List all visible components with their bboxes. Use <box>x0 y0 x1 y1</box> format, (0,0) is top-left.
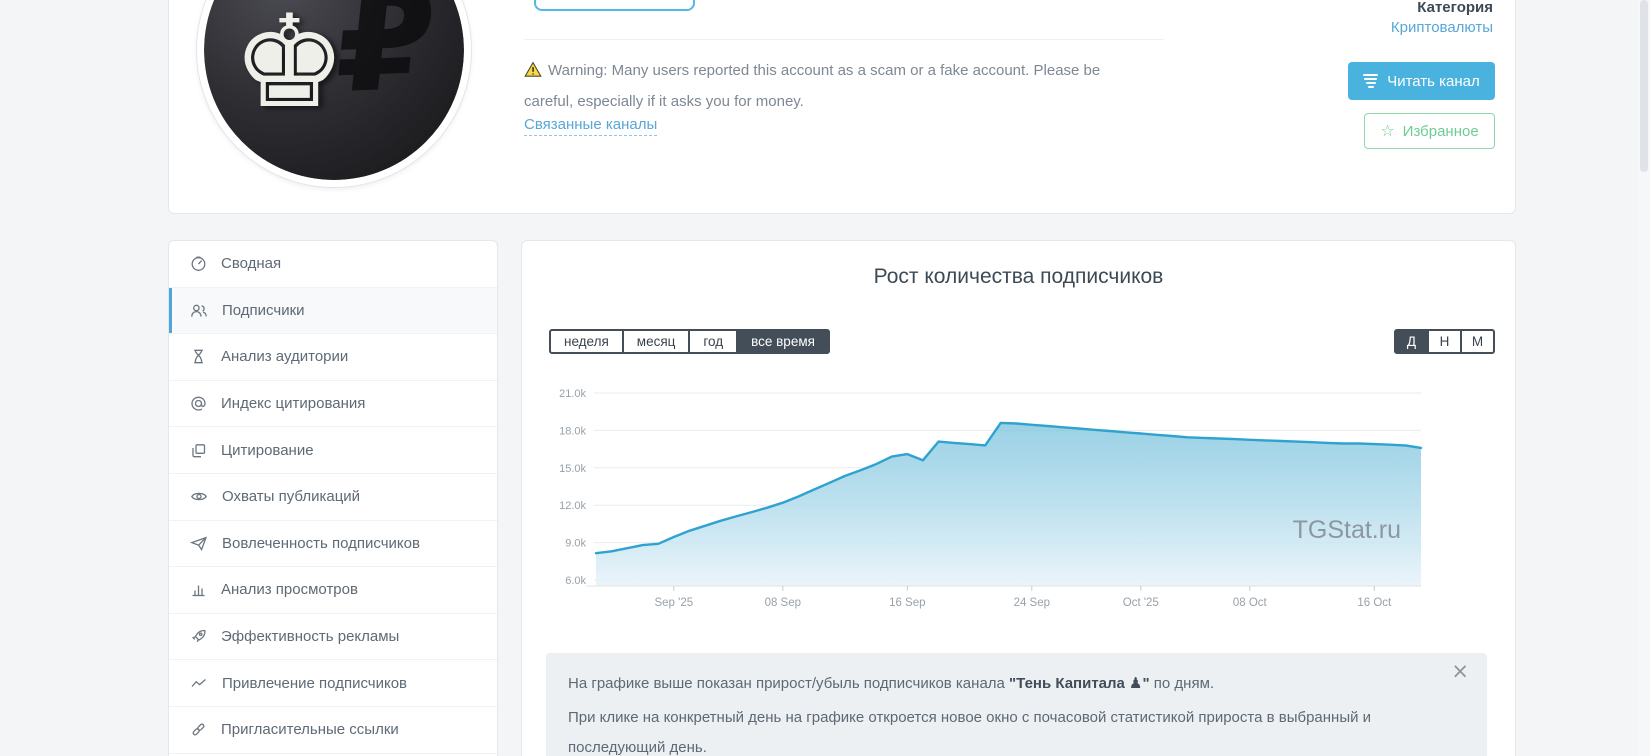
svg-text:08 Sep: 08 Sep <box>765 597 801 609</box>
range-month-button[interactable]: месяц <box>621 329 691 354</box>
scrollbar-track[interactable] <box>1638 0 1650 756</box>
svg-text:9.0k: 9.0k <box>565 538 586 550</box>
granularity-week-button[interactable]: Н <box>1427 329 1462 354</box>
sidebar-item-summary[interactable]: Сводная <box>169 241 497 288</box>
header-divider <box>524 39 1164 40</box>
svg-text:18.0k: 18.0k <box>559 425 586 437</box>
sidebar-item-citation-index[interactable]: Индекс цитирования <box>169 381 497 428</box>
read-channel-label: Читать канал <box>1387 72 1480 90</box>
subscribers-chart-card: Рост количества подписчиков неделя месяц… <box>521 240 1516 756</box>
sidebar-item-subscribers[interactable]: Подписчики <box>169 287 497 335</box>
star-icon: ☆ <box>1380 121 1395 140</box>
chart-title: Рост количества подписчиков <box>873 265 1164 288</box>
sidebar-item-views-analysis[interactable]: Анализ просмотров <box>169 567 497 614</box>
scam-warning-text: Warning: Many users reported this accoun… <box>524 62 1101 110</box>
link-icon <box>192 723 205 736</box>
bar-chart-icon <box>192 585 205 597</box>
sidebar-item-subscriber-acquisition[interactable]: Привлечение подписчиков <box>169 660 497 707</box>
svg-text:12.0k: 12.0k <box>559 500 586 512</box>
subscribers-growth-chart[interactable]: 21.0k 18.0k 15.0k 12.0k 9.0k 6.0k Sep '25 08 Se… <box>522 241 1517 653</box>
svg-text:Sep '25: Sep '25 <box>654 597 693 609</box>
sidebar-item-ad-effectiveness[interactable]: Эффективность рекламы <box>169 614 497 661</box>
ruble-shadow-figure: ₽ <box>328 0 443 126</box>
channel-avatar[interactable]: ♚ ₽ <box>197 0 471 187</box>
warning-triangle-icon <box>524 60 542 88</box>
read-channel-button[interactable]: Читать канал <box>1348 62 1495 100</box>
range-week-button[interactable]: неделя <box>549 329 624 354</box>
svg-text:24 Sep: 24 Sep <box>1014 597 1050 609</box>
sidebar-item-invite-links[interactable]: Пригласительные ссылки <box>169 707 497 754</box>
info-line-2: При клике на конкретный день на графике … <box>568 709 1372 756</box>
sidebar-item-audience-analysis[interactable]: Анализ аудитории <box>169 334 497 381</box>
close-icon[interactable]: × <box>1451 659 1469 683</box>
gauge-icon <box>191 256 206 272</box>
svg-text:6.0k: 6.0k <box>565 575 586 587</box>
rocket-icon <box>191 629 206 643</box>
time-range-buttons: неделя месяц год все время <box>549 329 830 354</box>
trend-line-icon <box>191 678 206 687</box>
svg-text:16 Sep: 16 Sep <box>889 597 925 609</box>
hourglass-icon <box>194 350 203 364</box>
favorite-button[interactable]: ☆ Избранное <box>1364 113 1495 149</box>
info-line-1: На графике выше показан прирост/убыль по… <box>568 675 1215 692</box>
related-channels-link[interactable]: Связанные каналы <box>524 116 658 136</box>
favorite-label: Избранное <box>1402 122 1479 140</box>
range-alltime-button[interactable]: все время <box>736 329 830 354</box>
chart-info-box: × На графике выше показан прирост/убыль … <box>546 653 1487 756</box>
scrollbar-thumb[interactable] <box>1640 0 1648 172</box>
granularity-buttons: Д Н М <box>1394 329 1495 354</box>
tgstat-watermark: TGStat.ru <box>1293 516 1401 544</box>
svg-text:16 Oct: 16 Oct <box>1357 597 1392 609</box>
sidebar-item-post-reach[interactable]: Охваты публикаций <box>169 474 497 521</box>
category-label: Категория <box>1417 0 1493 16</box>
scam-warning: Warning: Many users reported this accoun… <box>524 57 1124 116</box>
eye-icon <box>191 493 207 501</box>
svg-text:21.0k: 21.0k <box>559 388 586 400</box>
subscribers-count-button-cutoff[interactable] <box>534 0 695 11</box>
avatar-image: ♚ ₽ <box>204 0 464 180</box>
sidebar-item-citations[interactable]: Цитирование <box>169 427 497 474</box>
svg-text:Oct '25: Oct '25 <box>1123 597 1159 609</box>
stats-sidebar: Сводная Подписчики Анализ аудитории Инде… <box>168 240 498 756</box>
svg-text:15.0k: 15.0k <box>559 463 586 475</box>
chess-king-figure: ♚ <box>232 0 347 137</box>
copy-quote-icon <box>192 443 206 458</box>
svg-text:08 Oct: 08 Oct <box>1233 597 1268 609</box>
category-link[interactable]: Криптовалюты <box>1390 19 1493 36</box>
granularity-month-button[interactable]: М <box>1460 329 1495 354</box>
subscribers-icon <box>191 304 207 317</box>
paper-plane-icon <box>190 536 208 551</box>
at-sign-icon <box>191 396 206 411</box>
sidebar-item-engagement[interactable]: Вовлеченность подписчиков <box>169 521 497 568</box>
channel-header-card: ♚ ₽ Warning: Many users reported this ac… <box>168 0 1516 214</box>
feed-lines-icon <box>1363 74 1379 88</box>
